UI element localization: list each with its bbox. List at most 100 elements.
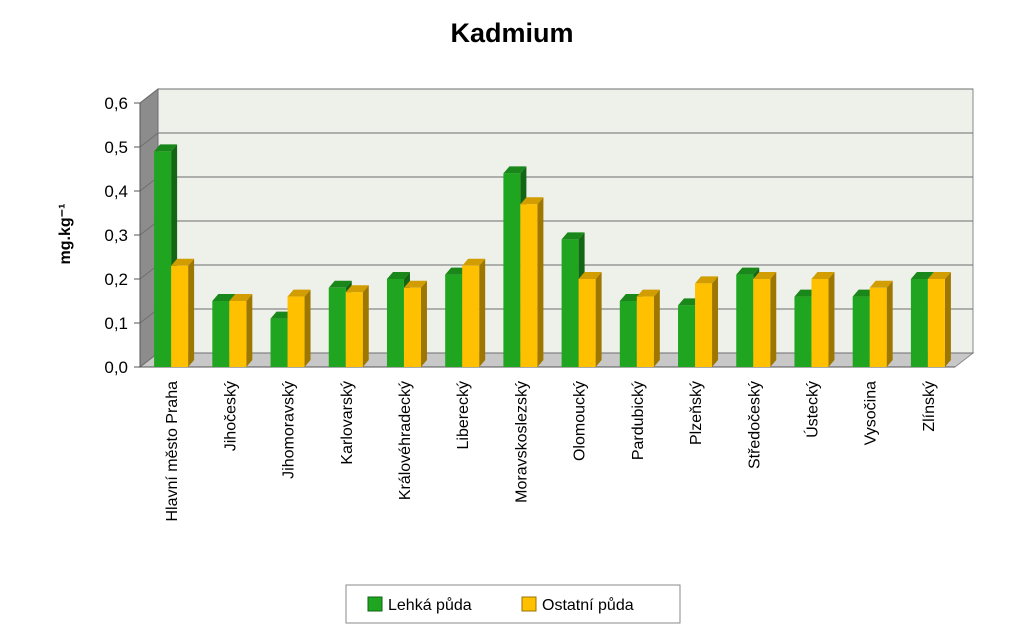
- bar-front: [736, 274, 754, 367]
- bar: [927, 272, 951, 367]
- bar: [811, 272, 835, 367]
- x-tick-label: Jihočeský: [222, 381, 239, 451]
- bar-front: [753, 279, 771, 367]
- bar-top: [154, 144, 178, 152]
- bar-front: [212, 301, 230, 367]
- bars: [154, 144, 951, 367]
- y-tick-label: 0,4: [104, 182, 128, 201]
- bar-front: [561, 239, 579, 367]
- bar: [695, 276, 719, 367]
- bar-side: [712, 276, 719, 367]
- x-tick-label: Jihomoravský: [281, 381, 298, 479]
- bar-top: [212, 294, 236, 301]
- bar-side: [479, 258, 486, 367]
- bar-top: [561, 232, 585, 240]
- gridline-side: [139, 132, 159, 148]
- x-tick-label: Vysočina: [863, 381, 880, 445]
- y-tick-label: 0,3: [104, 226, 128, 245]
- bar-top: [345, 285, 369, 293]
- x-tick-label: Hlavní město Praha: [164, 381, 181, 522]
- bar: [229, 294, 253, 367]
- bar-side: [246, 294, 253, 367]
- legend: Lehká půda Ostatní půda: [345, 584, 681, 624]
- bar-front: [154, 151, 172, 367]
- bar-front: [794, 296, 812, 367]
- x-tick-label: Královéhradecký: [397, 381, 414, 500]
- bar: [403, 280, 427, 367]
- bar-front: [445, 274, 463, 367]
- bar-side: [828, 272, 835, 367]
- bar-front: [695, 283, 713, 367]
- bar-top: [736, 267, 760, 275]
- legend-label: Lehká půda: [388, 596, 472, 614]
- bar-top: [403, 280, 427, 288]
- bar: [561, 232, 585, 367]
- y-tick-label: 0,5: [104, 138, 128, 157]
- legend-label: Ostatní půda: [542, 596, 634, 614]
- bar-top: [636, 289, 660, 297]
- bar-front: [328, 287, 346, 367]
- bar-front: [345, 292, 363, 367]
- bar-front: [403, 287, 421, 367]
- x-tick-label: Pardubický: [630, 381, 647, 460]
- x-tick-label: Olomoucký: [572, 381, 589, 461]
- x-tick-label: Ústecký: [802, 381, 821, 438]
- x-tick-label: Zlínský: [921, 381, 938, 432]
- bar-front: [462, 265, 480, 367]
- gridline-side: [139, 88, 159, 104]
- bar: [753, 272, 777, 367]
- bar-side: [886, 280, 893, 367]
- legend-swatch: [521, 596, 537, 612]
- x-tick-label: Liberecký: [455, 381, 472, 449]
- bar: [636, 289, 660, 367]
- bar-side: [420, 280, 427, 367]
- bar-front: [927, 279, 945, 367]
- bar-side: [362, 285, 369, 367]
- bar-front: [619, 301, 637, 367]
- x-tick-label: Moravskoslezský: [513, 381, 530, 503]
- x-tick-label: Karlovarský: [339, 381, 356, 465]
- bar-front: [229, 301, 247, 367]
- y-tick-label: 0,6: [104, 94, 128, 113]
- bar-side: [770, 272, 777, 367]
- bar-side: [944, 272, 951, 367]
- bar-top: [695, 276, 719, 284]
- bar-front: [636, 296, 654, 367]
- bar-front: [520, 204, 538, 367]
- bar-side: [653, 289, 660, 367]
- bar-front: [852, 296, 870, 367]
- bar: [345, 285, 369, 367]
- bar-top: [328, 280, 352, 288]
- bar-top: [503, 166, 527, 174]
- x-axis-ticks: Hlavní město Praha Jihočeský Jihomoravský K…: [164, 381, 938, 522]
- y-tick-label: 0,2: [104, 270, 128, 289]
- bar-top: [520, 197, 544, 205]
- bar-top: [753, 272, 777, 279]
- bar-top: [287, 289, 311, 297]
- bar-front: [386, 279, 404, 367]
- bar-front: [678, 305, 696, 367]
- bar-front: [910, 279, 928, 367]
- bar: [287, 289, 311, 367]
- bar-front: [811, 279, 829, 367]
- bar-front: [171, 265, 189, 367]
- legend-box: [345, 584, 681, 624]
- bar-top: [171, 258, 195, 266]
- bar-side: [595, 272, 602, 367]
- bar-front: [270, 318, 288, 367]
- bar: [578, 272, 602, 367]
- floor: [138, 352, 975, 368]
- chart-title: Kadmium: [450, 18, 573, 48]
- bar-top: [869, 280, 893, 288]
- bar-top: [910, 272, 934, 279]
- bar-top: [927, 272, 951, 279]
- bar-front: [578, 279, 596, 367]
- bar-top: [386, 272, 410, 279]
- bar-top: [578, 272, 602, 279]
- bar-side: [304, 289, 311, 367]
- bar-front: [287, 296, 305, 367]
- bar-top: [229, 294, 253, 301]
- bar-top: [462, 258, 486, 266]
- plot-walls: [138, 87, 975, 369]
